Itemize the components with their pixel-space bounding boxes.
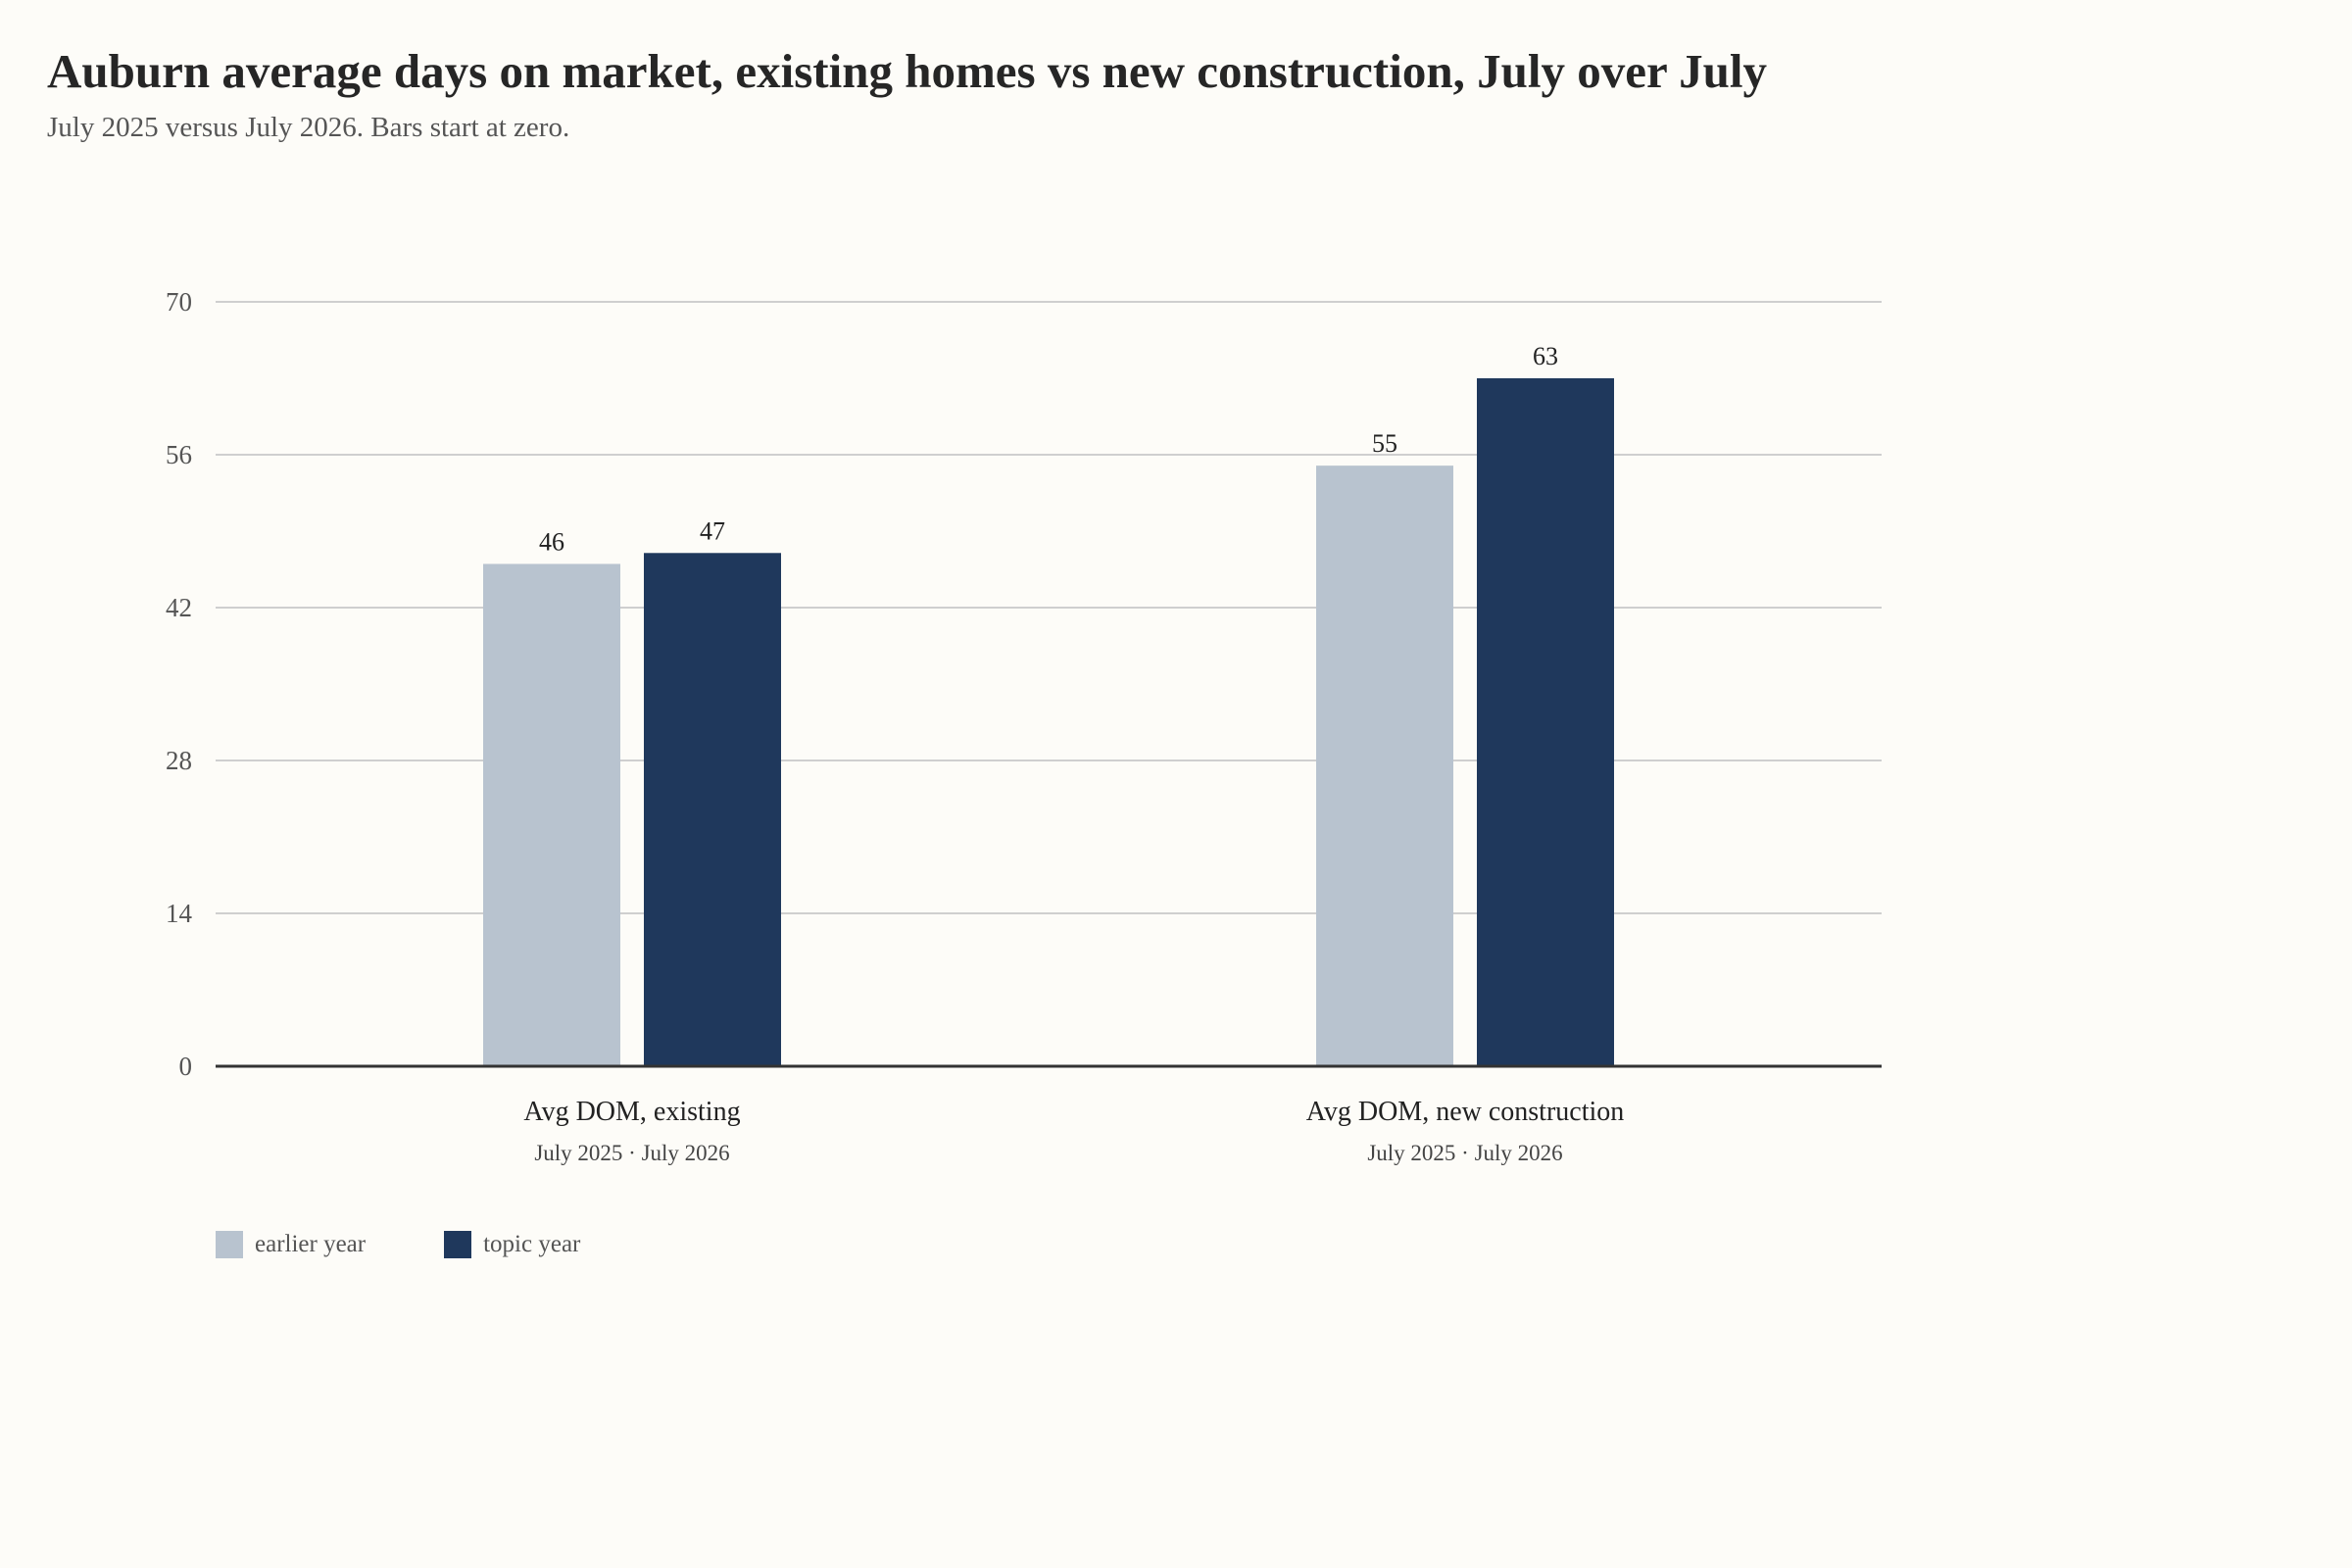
bar-earlier-year <box>483 564 620 1066</box>
legend-swatch-earlier-year <box>216 1231 243 1258</box>
bar-value-label: 55 <box>1372 429 1397 458</box>
bar-value-label: 47 <box>700 516 725 545</box>
y-tick-label: 56 <box>166 440 192 469</box>
legend-swatch-topic-year <box>444 1231 472 1258</box>
bar-value-label: 63 <box>1533 342 1558 370</box>
category-sublabel: July 2025 · July 2026 <box>534 1141 729 1165</box>
y-tick-label: 14 <box>166 899 193 928</box>
chart-subtitle: July 2025 versus July 2026. Bars start a… <box>47 112 570 143</box>
y-tick-label: 42 <box>166 593 192 622</box>
data-labels: 46 47 55 63 <box>539 342 1558 556</box>
chart-title: Auburn average days on market, existing … <box>47 44 1767 98</box>
bar-value-label: 46 <box>539 527 564 556</box>
bar-topic-year <box>1477 378 1614 1066</box>
category-label: Avg DOM, existing <box>523 1097 740 1127</box>
legend-label-topic-year: topic year <box>483 1231 581 1257</box>
legend: earlier year topic year <box>216 1231 659 1258</box>
gridlines <box>216 301 1882 914</box>
bar-earlier-year <box>1316 466 1453 1067</box>
x-axis-labels: Avg DOM, existing July 2025 · July 2026 Av… <box>523 1097 1624 1165</box>
y-axis-ticks: 0 14 28 42 56 70 <box>166 287 193 1081</box>
category-label: Avg DOM, new construction <box>1306 1097 1625 1127</box>
legend-item-earlier-year: earlier year <box>216 1231 366 1258</box>
bar-topic-year <box>644 553 781 1066</box>
y-tick-label: 0 <box>179 1052 193 1081</box>
bars <box>483 378 1614 1067</box>
y-tick-label: 28 <box>166 746 192 775</box>
legend-item-topic-year: topic year <box>444 1231 580 1258</box>
y-tick-label: 70 <box>166 287 192 317</box>
legend-label-earlier-year: earlier year <box>255 1231 367 1257</box>
category-sublabel: July 2025 · July 2026 <box>1367 1141 1562 1165</box>
